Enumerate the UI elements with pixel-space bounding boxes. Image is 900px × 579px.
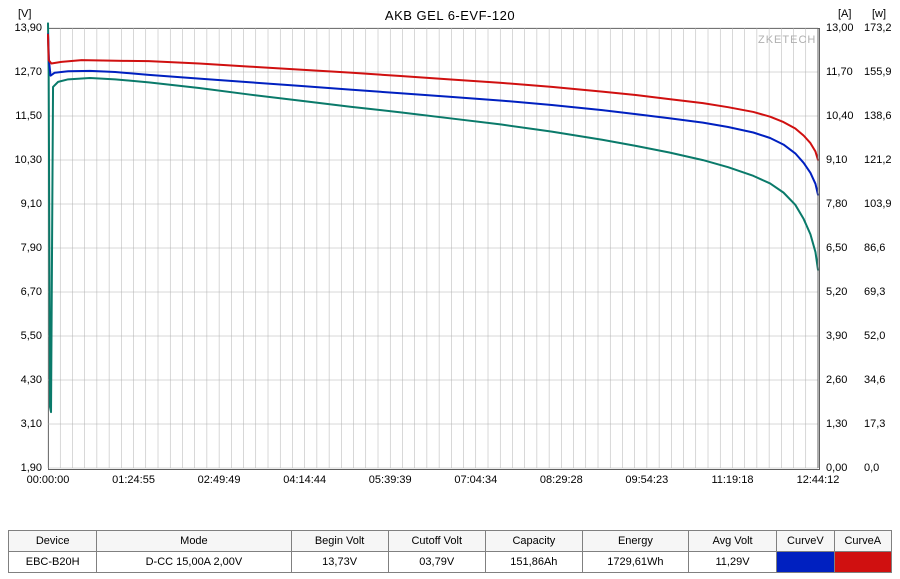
battery-discharge-chart-page: { "title": "AKB GEL 6-EVF-120", "waterma… <box>0 0 900 579</box>
curve-a-swatch <box>834 552 891 573</box>
table-cell: 1729,61Wh <box>582 552 688 573</box>
axis-tick: 69,3 <box>864 286 885 298</box>
axis-tick-x: 05:39:39 <box>369 474 412 486</box>
axis-tick: 52,0 <box>864 330 885 342</box>
col-cutoff-volt: Cutoff Volt <box>388 531 485 552</box>
table-cell: EBC-B20H <box>9 552 97 573</box>
axis-tick-x: 04:14:44 <box>283 474 326 486</box>
table-cell: 13,73V <box>291 552 388 573</box>
axis-tick: 121,2 <box>864 154 892 166</box>
axis-tick: 7,80 <box>826 198 847 210</box>
axis-tick: 1,30 <box>826 418 847 430</box>
axis-tick-x: 12:44:12 <box>797 474 840 486</box>
axis-tick-x: 09:54:23 <box>625 474 668 486</box>
axis-tick: 17,3 <box>864 418 885 430</box>
col-energy: Energy <box>582 531 688 552</box>
axis-tick: 7,90 <box>4 242 42 254</box>
axis-tick: 13,90 <box>4 22 42 34</box>
axis-tick-x: 01:24:55 <box>112 474 155 486</box>
table-row: EBC-B20HD-CC 15,00A 2,00V13,73V03,79V151… <box>9 552 892 573</box>
axis-tick: 3,10 <box>4 418 42 430</box>
axis-tick-x: 02:49:49 <box>198 474 241 486</box>
axis-tick: 5,50 <box>4 330 42 342</box>
col-avg-volt: Avg Volt <box>688 531 776 552</box>
col-mode: Mode <box>97 531 291 552</box>
col-curvea: CurveA <box>834 531 891 552</box>
table-cell: 03,79V <box>388 552 485 573</box>
axis-tick: 10,30 <box>4 154 42 166</box>
chart-title: AKB GEL 6-EVF-120 <box>0 8 900 23</box>
axis-tick: 5,20 <box>826 286 847 298</box>
axis-tick: 6,50 <box>826 242 847 254</box>
axis-tick: 13,00 <box>826 22 854 34</box>
axis-tick: 103,9 <box>864 198 892 210</box>
col-capacity: Capacity <box>485 531 582 552</box>
col-begin-volt: Begin Volt <box>291 531 388 552</box>
axis-tick: 86,6 <box>864 242 885 254</box>
table-header-row: DeviceModeBegin VoltCutoff VoltCapacityE… <box>9 531 892 552</box>
axis-tick: 1,90 <box>4 462 42 474</box>
axis-tick: 34,6 <box>864 374 885 386</box>
col-device: Device <box>9 531 97 552</box>
axis-tick: 2,60 <box>826 374 847 386</box>
table-cell: 151,86Ah <box>485 552 582 573</box>
unit-amps: [A] <box>838 8 851 20</box>
table-cell: D-CC 15,00A 2,00V <box>97 552 291 573</box>
axis-tick: 0,0 <box>864 462 879 474</box>
axis-tick: 9,10 <box>826 154 847 166</box>
unit-volts: [V] <box>18 8 31 20</box>
curve-v-swatch <box>777 552 834 573</box>
axis-tick: 138,6 <box>864 110 892 122</box>
axis-tick-x: 00:00:00 <box>27 474 70 486</box>
info-table: DeviceModeBegin VoltCutoff VoltCapacityE… <box>8 530 892 573</box>
table-cell: 11,29V <box>688 552 776 573</box>
axis-tick: 4,30 <box>4 374 42 386</box>
axis-tick: 6,70 <box>4 286 42 298</box>
axis-tick: 12,70 <box>4 66 42 78</box>
axis-tick: 11,70 <box>826 66 853 78</box>
axis-tick: 9,10 <box>4 198 42 210</box>
col-curvev: CurveV <box>777 531 834 552</box>
axis-tick: 3,90 <box>826 330 847 342</box>
axis-tick: 10,40 <box>826 110 854 122</box>
axis-tick-x: 11:19:18 <box>711 474 753 486</box>
chart-svg <box>48 28 818 468</box>
axis-tick: 0,00 <box>826 462 847 474</box>
unit-watts: [w] <box>872 8 886 20</box>
axis-tick: 155,9 <box>864 66 892 78</box>
axis-tick-x: 08:29:28 <box>540 474 583 486</box>
axis-tick-x: 07:04:34 <box>454 474 497 486</box>
axis-tick: 173,2 <box>864 22 892 34</box>
axis-tick: 11,50 <box>4 110 42 122</box>
